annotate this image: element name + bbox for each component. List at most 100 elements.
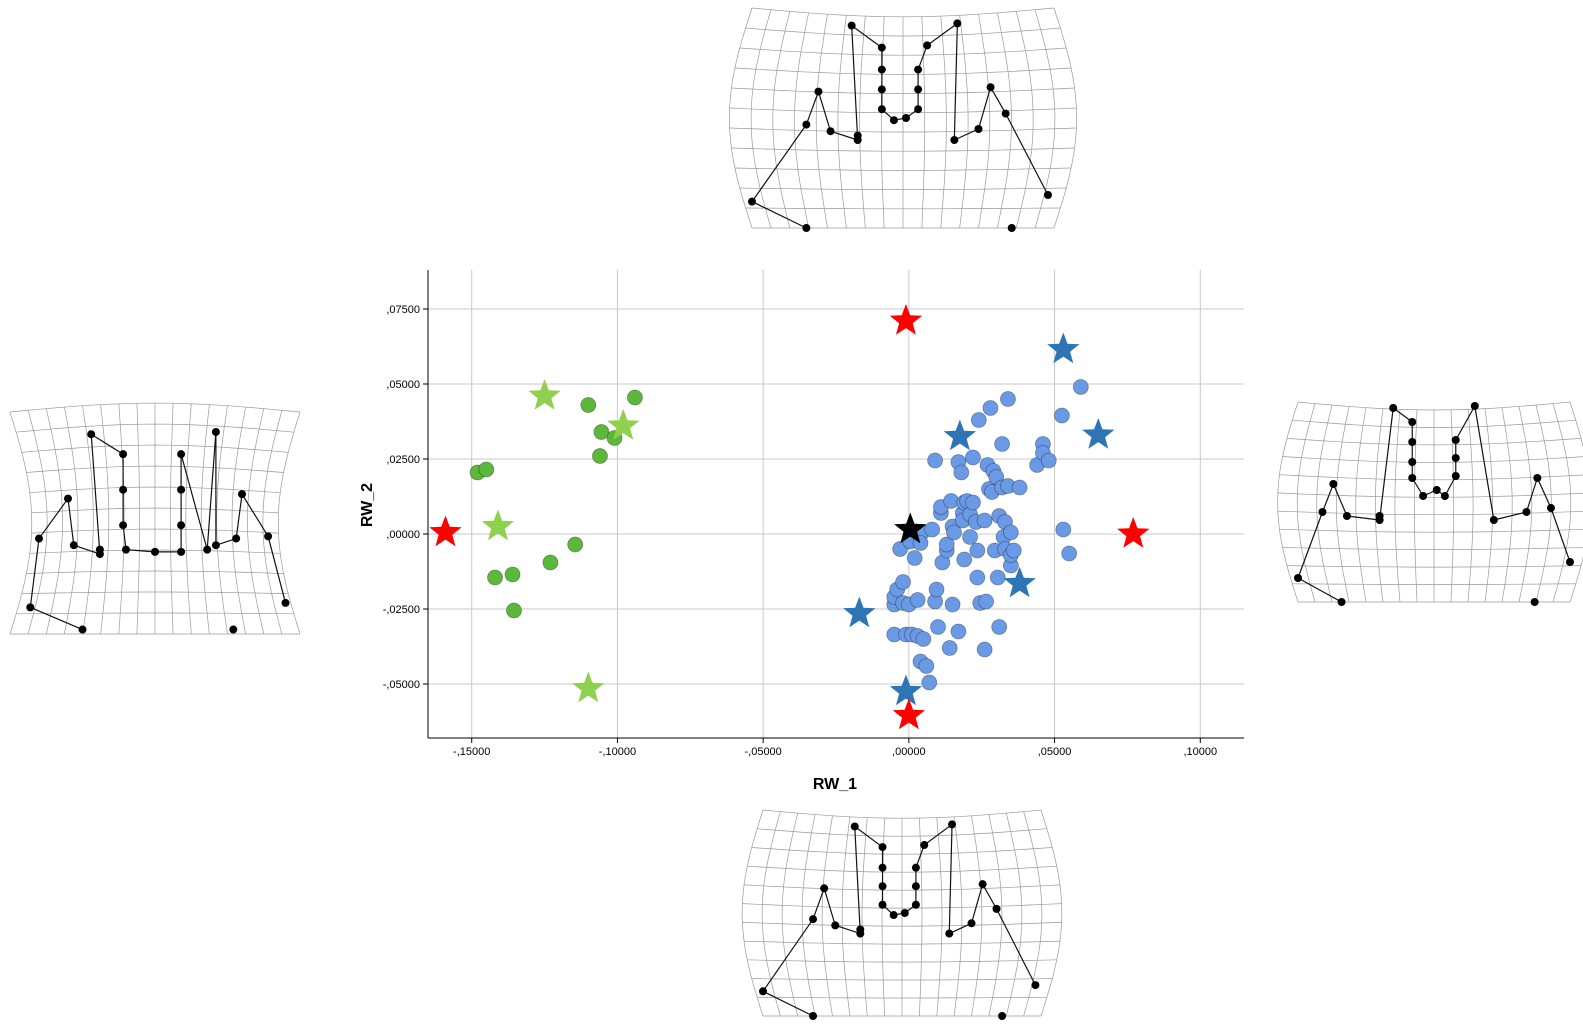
landmark-link <box>823 888 836 926</box>
grid-line <box>859 16 866 229</box>
star-marker <box>572 671 605 703</box>
landmark-link <box>751 124 807 202</box>
landmark-link <box>90 433 124 455</box>
data-point <box>592 448 608 464</box>
landmark-point <box>1522 508 1531 516</box>
landmark-point <box>1375 512 1384 520</box>
landmark-link <box>854 825 883 848</box>
y-tick-label: ,07500 <box>386 304 420 316</box>
landmark-point <box>802 224 811 232</box>
landmark-point <box>177 547 186 556</box>
star-marker <box>1003 566 1036 598</box>
landmark-point <box>831 921 840 930</box>
landmark-point <box>1342 512 1351 520</box>
y-tick-label: ,02500 <box>386 454 420 466</box>
grid-line <box>772 11 791 229</box>
data-point <box>487 569 503 586</box>
grid-line <box>1292 419 1576 428</box>
landmark-point <box>119 521 128 530</box>
x-tick-label: ,10000 <box>1183 746 1217 758</box>
landmark-link <box>830 130 858 141</box>
grid-line <box>741 809 764 1017</box>
grid-line <box>9 411 33 635</box>
landmark-point <box>1389 404 1398 412</box>
data-point <box>627 389 643 406</box>
data-point <box>938 536 955 553</box>
data-point <box>1040 452 1057 469</box>
landmark-link <box>949 922 972 935</box>
landmark-point <box>119 450 128 459</box>
data-point <box>946 524 962 541</box>
landmark-point <box>814 87 823 96</box>
landmark-point <box>878 863 887 872</box>
landmark-link <box>982 883 998 910</box>
landmark-point <box>953 19 962 28</box>
grid-line <box>1355 407 1367 603</box>
landmark-link <box>835 924 861 935</box>
grid-line <box>751 978 1053 981</box>
grid-line <box>1277 492 1583 498</box>
data-point <box>962 529 978 545</box>
grid-line <box>1279 528 1583 533</box>
landmark-point <box>877 43 886 52</box>
landmark-point <box>1043 191 1052 199</box>
grid-line <box>1394 409 1401 603</box>
grid-line <box>761 811 781 1017</box>
landmark-link <box>38 498 69 539</box>
landmark-point <box>1489 516 1498 524</box>
data-point <box>915 631 932 647</box>
grid-line <box>1501 407 1513 603</box>
landmark-point <box>232 534 241 543</box>
landmark-link <box>854 826 861 934</box>
landmark-link <box>1321 483 1334 513</box>
landmark-link <box>67 498 75 546</box>
landmark-link <box>1474 405 1495 521</box>
landmark-point <box>1294 574 1302 582</box>
landmark-link <box>805 91 820 125</box>
data-point <box>478 461 495 478</box>
landmark-point <box>1451 454 1460 462</box>
landmark-link <box>1536 477 1552 509</box>
gridlines <box>428 270 1244 738</box>
grid-line <box>1277 401 1299 603</box>
grid-line <box>750 9 772 229</box>
landmark-link <box>125 549 156 553</box>
grid-line <box>45 408 63 635</box>
grid-line <box>185 403 192 635</box>
star-marker <box>429 515 462 547</box>
grid-line <box>1053 7 1078 229</box>
grid-line <box>1286 565 1582 568</box>
landmark-point <box>1318 508 1327 516</box>
grid-line <box>1023 811 1043 1017</box>
grid-line <box>1414 409 1418 603</box>
landmark-point <box>902 114 911 122</box>
landmark-point <box>914 85 923 94</box>
grid-line <box>27 410 48 635</box>
data-point <box>950 623 967 640</box>
grid-line <box>26 465 284 473</box>
landmark-link <box>180 454 208 550</box>
grid-line <box>988 814 1003 1017</box>
landmark-point <box>967 919 976 928</box>
grid-line <box>751 847 1053 855</box>
landmark-link <box>267 536 287 604</box>
landmark-link <box>923 823 953 846</box>
grid-line <box>1569 401 1583 603</box>
grid-line <box>734 167 1072 171</box>
landmark-point <box>809 915 818 924</box>
landmark-point <box>923 41 932 50</box>
landmark-link <box>762 918 814 992</box>
grid-line <box>1286 438 1582 446</box>
axes <box>423 270 1244 743</box>
landmark-link <box>1379 407 1394 521</box>
landmark-point <box>1007 224 1016 232</box>
grid-line <box>1316 405 1333 603</box>
grid-line <box>1015 11 1034 229</box>
landmark-link <box>990 86 1007 114</box>
landmark-point <box>69 541 78 550</box>
landmark-point <box>911 900 920 909</box>
landmark-point <box>1031 981 1040 990</box>
landmark-point <box>1451 436 1460 444</box>
grid-line <box>1535 405 1552 603</box>
landmark-link <box>917 45 928 70</box>
